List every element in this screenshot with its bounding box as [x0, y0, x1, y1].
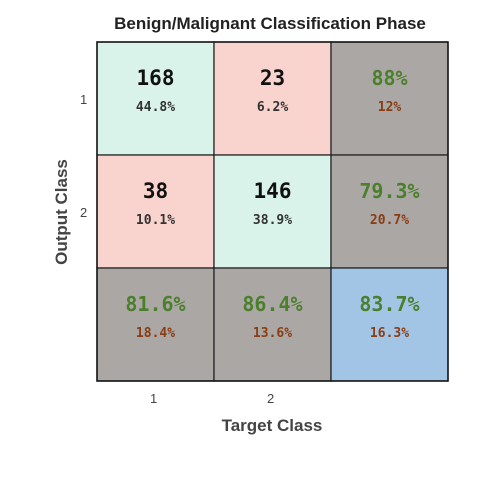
cell-1-1	[96, 41, 215, 156]
x-tick-2: 2	[267, 391, 275, 406]
cell-1-3	[330, 41, 449, 156]
cell-1-2	[213, 41, 332, 156]
cell-2-1	[96, 154, 215, 269]
cell-accuracy-2-3: 79.3%	[359, 179, 419, 203]
x-axis-label: Target Class	[221, 416, 323, 435]
cell-error-1-3: 12%	[378, 100, 402, 115]
cell-count-2-2: 146	[254, 179, 292, 203]
cell-error-3-1: 18.4%	[136, 326, 175, 341]
cell-accuracy-3-1: 81.6%	[125, 292, 185, 316]
cell-2-2	[213, 154, 332, 269]
cell-error-3-3: 16.3%	[370, 326, 409, 341]
cell-error-3-2: 13.6%	[253, 326, 292, 341]
matrix-frame	[96, 41, 449, 382]
cell-accuracy-1-3: 88%	[371, 66, 407, 90]
cell-count-1-2: 23	[260, 66, 285, 90]
cell-accuracy-3-2: 86.4%	[242, 292, 302, 316]
chart-title: Benign/Malignant Classification Phase	[114, 14, 426, 33]
cell-3-2	[213, 267, 332, 382]
cell-3-3	[330, 267, 449, 382]
cell-error-2-3: 20.7%	[370, 213, 409, 228]
cell-percent-1-1: 44.8%	[136, 100, 175, 115]
cell-count-1-1: 168	[137, 66, 175, 90]
cell-accuracy-3-3: 83.7%	[359, 292, 419, 316]
cell-percent-2-1: 10.1%	[136, 213, 175, 228]
cell-2-3	[330, 154, 449, 269]
cell-percent-2-2: 38.9%	[253, 213, 292, 228]
cell-3-1	[96, 267, 215, 382]
x-tick-1: 1	[150, 391, 158, 406]
cell-count-2-1: 38	[143, 179, 168, 203]
cell-percent-1-2: 6.2%	[257, 100, 288, 115]
y-tick-1: 1	[80, 92, 88, 107]
y-tick-2: 2	[80, 205, 88, 220]
